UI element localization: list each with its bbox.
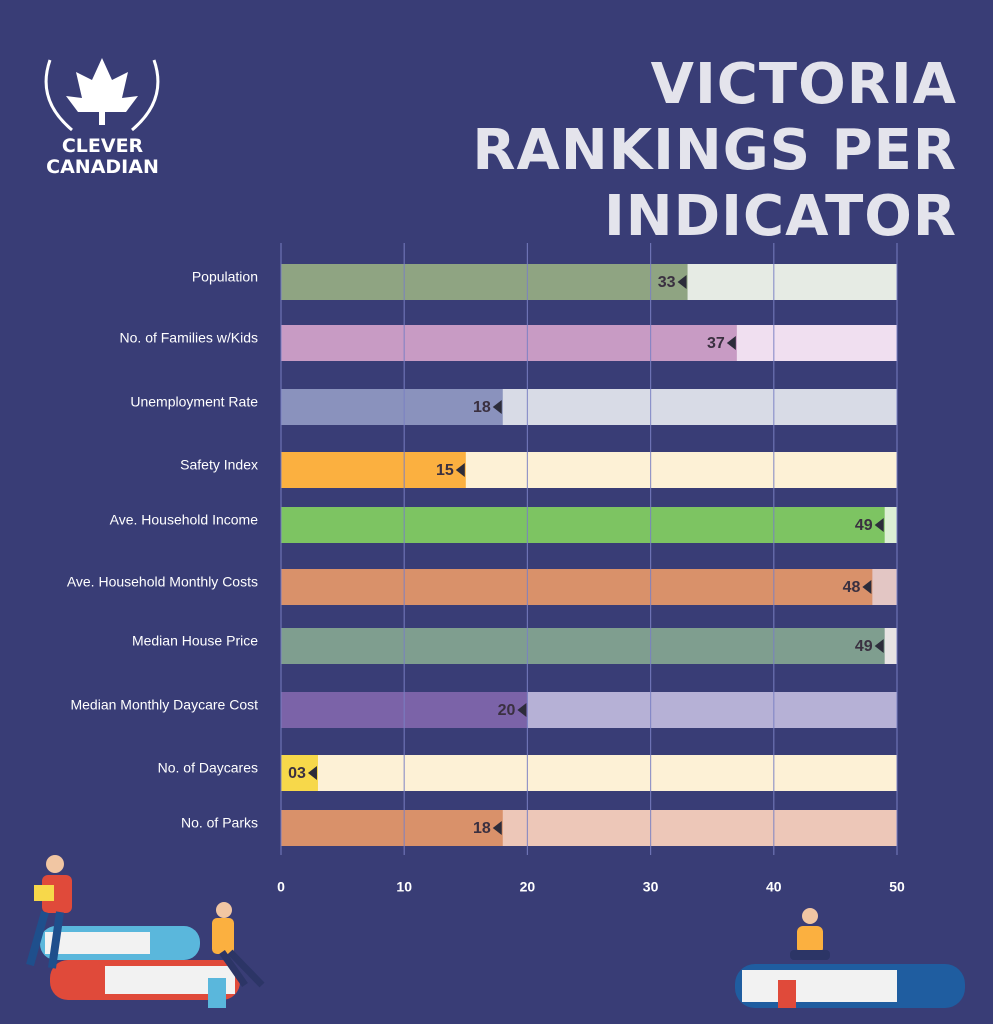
bar: [281, 810, 503, 846]
category-label: Unemployment Rate: [130, 394, 258, 410]
bar-marker: [517, 703, 527, 717]
value-label: 18: [473, 820, 491, 837]
value-label: 48: [843, 579, 861, 596]
x-tick-label: 20: [520, 879, 536, 895]
bar: [281, 628, 885, 664]
value-label: 15: [436, 462, 454, 479]
bar: [281, 389, 503, 425]
value-label: 49: [855, 517, 873, 534]
x-tick-label: 30: [643, 879, 659, 895]
value-label: 18: [473, 399, 491, 416]
bar: [281, 507, 885, 543]
value-label: 20: [498, 702, 516, 719]
category-label: Safety Index: [180, 457, 258, 473]
bar-marker: [862, 580, 872, 594]
category-label: No. of Parks: [181, 815, 258, 831]
category-label: Median House Price: [132, 633, 258, 649]
value-label: 33: [658, 274, 676, 291]
category-label: Ave. Household Income: [110, 512, 259, 528]
bar: [281, 452, 466, 488]
x-tick-label: 50: [889, 879, 905, 895]
category-label: No. of Daycares: [158, 760, 258, 776]
bar-marker: [677, 275, 687, 289]
logo-text: CLEVER CANADIAN: [46, 135, 159, 178]
value-label: 03: [288, 765, 306, 782]
laptop-illustration: [735, 908, 965, 1008]
category-label: Median Monthly Daycare Cost: [70, 697, 258, 713]
category-label: Population: [192, 269, 258, 285]
bar-marker: [307, 766, 317, 780]
logo-emblem: [44, 58, 160, 132]
value-label: 37: [707, 335, 725, 352]
value-label: 49: [855, 638, 873, 655]
bar-marker: [492, 400, 502, 414]
bar-marker: [455, 463, 465, 477]
bar: [281, 569, 873, 605]
bar: [281, 325, 737, 361]
bar-marker: [726, 336, 736, 350]
bar-track: [281, 755, 897, 791]
x-tick-label: 10: [396, 879, 412, 895]
reader-illustration: [26, 855, 265, 1008]
x-tick-label: 40: [766, 879, 782, 895]
x-tick-label: 0: [277, 879, 285, 895]
bar-marker: [492, 821, 502, 835]
chart-title: VICTORIA RANKINGS PER INDICATOR: [472, 52, 957, 249]
bar: [281, 264, 688, 300]
category-label: No. of Families w/Kids: [120, 330, 258, 346]
category-label: Ave. Household Monthly Costs: [67, 574, 258, 590]
bar-marker: [874, 518, 884, 532]
bar-marker: [874, 639, 884, 653]
